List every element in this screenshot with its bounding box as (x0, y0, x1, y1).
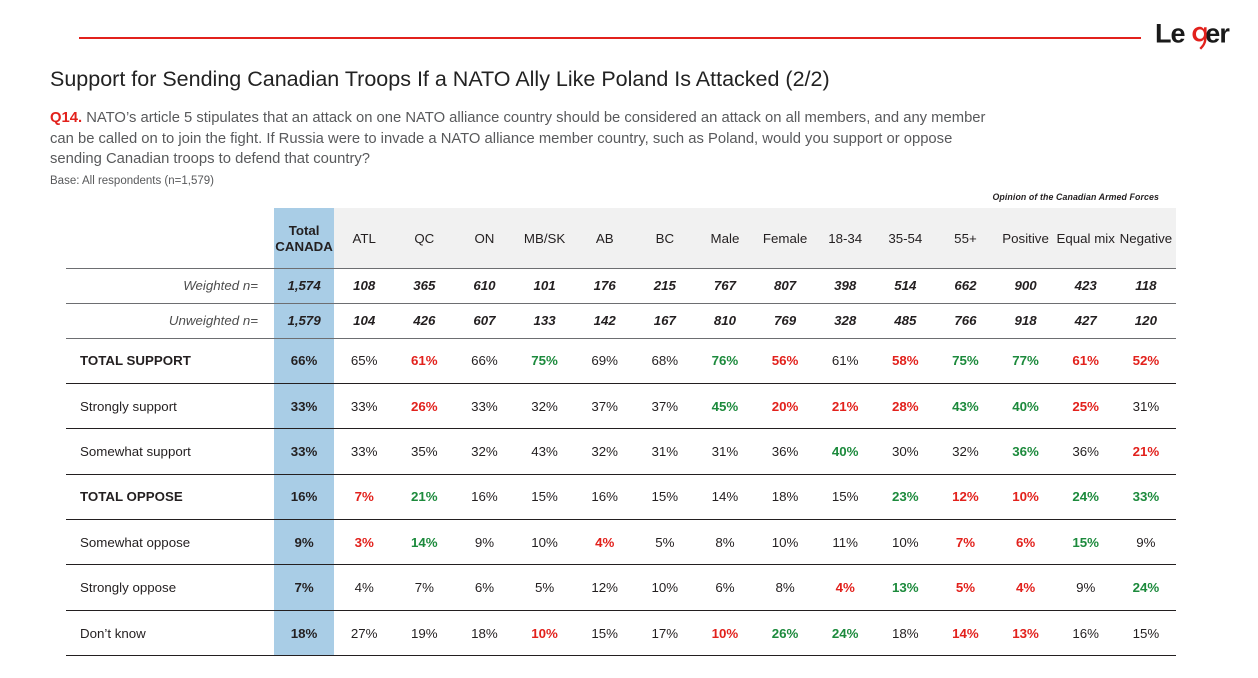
svg-text:er: er (1205, 19, 1230, 49)
svg-text:Le: Le (1155, 19, 1185, 49)
